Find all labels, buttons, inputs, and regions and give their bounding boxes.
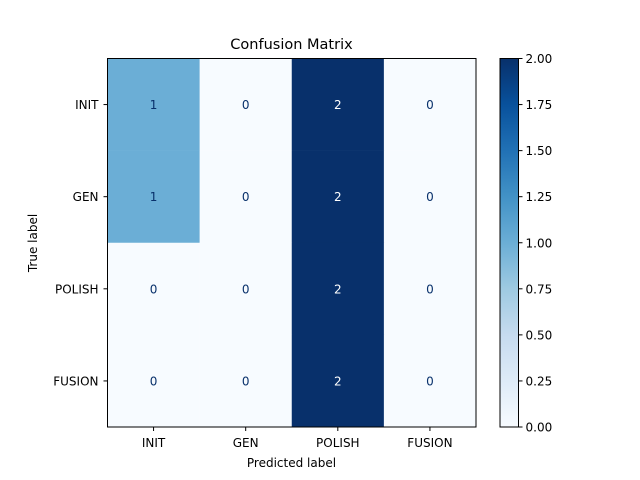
cell-value-label: 2 xyxy=(334,282,342,296)
heatmap-cell xyxy=(291,242,385,336)
heatmap-cell xyxy=(291,334,385,428)
colorbar-tick-label: 0.00 xyxy=(526,421,553,435)
y-tick-label: INIT xyxy=(75,98,99,112)
heatmap-cells xyxy=(107,58,477,428)
x-axis-ticks: INIT GEN POLISH FUSION xyxy=(142,427,453,450)
cell-value-label: 0 xyxy=(426,190,434,204)
x-tick-label: GEN xyxy=(233,436,259,450)
x-tick-label: POLISH xyxy=(316,436,360,450)
heatmap-cell xyxy=(291,58,385,151)
heatmap-cell xyxy=(383,334,477,428)
cell-value-labels: 1 0 2 0 1 0 2 0 0 0 2 0 0 0 2 0 xyxy=(150,98,434,388)
heatmap-cell xyxy=(291,150,385,244)
colorbar-tick-label: 2.00 xyxy=(526,52,553,66)
heatmap-cell xyxy=(199,58,293,151)
colorbar-tick-label: 1.00 xyxy=(526,236,553,250)
cell-value-label: 1 xyxy=(150,98,158,112)
colorbar-tick-label: 0.75 xyxy=(526,282,553,296)
heatmap-cell xyxy=(199,334,293,428)
heatmap-cell xyxy=(107,150,200,244)
cell-value-label: 2 xyxy=(334,374,342,388)
heatmap-cell xyxy=(383,242,477,336)
y-axis-ticks: INIT GEN POLISH FUSION xyxy=(53,98,108,388)
colorbar xyxy=(499,58,519,428)
plot-frame xyxy=(107,58,477,428)
cell-value-label: 1 xyxy=(150,190,158,204)
colorbar-ticks: 0.00 0.25 0.50 0.75 1.00 1.25 1.50 1.75 2.00 xyxy=(518,52,553,435)
chart-title: Confusion Matrix xyxy=(230,37,353,53)
x-axis-label: Predicted label xyxy=(247,456,336,470)
cell-value-label: 0 xyxy=(242,282,250,296)
cell-value-label: 2 xyxy=(334,190,342,204)
colorbar-tick-label: 1.25 xyxy=(526,190,553,204)
heatmap-cell xyxy=(107,334,200,428)
colorbar-tick-label: 0.50 xyxy=(526,328,553,342)
heatmap-cell xyxy=(383,150,477,244)
colorbar-tick-label: 1.75 xyxy=(526,98,553,112)
cell-value-label: 0 xyxy=(426,98,434,112)
heatmap-cell xyxy=(107,242,200,336)
cell-value-label: 0 xyxy=(426,282,434,296)
y-axis-label: True label xyxy=(26,214,40,273)
heatmap-cell xyxy=(107,58,200,151)
y-tick-label: GEN xyxy=(73,190,99,204)
colorbar-tick-label: 0.25 xyxy=(526,374,553,388)
cell-value-label: 0 xyxy=(426,374,434,388)
heatmap-cell xyxy=(199,242,293,336)
y-tick-label: POLISH xyxy=(55,282,99,296)
cell-value-label: 0 xyxy=(150,374,158,388)
cell-value-label: 0 xyxy=(242,374,250,388)
heatmap-cell xyxy=(199,150,293,244)
colorbar-tick-label: 1.50 xyxy=(526,144,553,158)
y-tick-label: FUSION xyxy=(53,374,98,388)
x-tick-label: INIT xyxy=(142,436,166,450)
heatmap-cell xyxy=(383,58,477,151)
cell-value-label: 2 xyxy=(334,98,342,112)
cell-value-label: 0 xyxy=(242,98,250,112)
x-tick-label: FUSION xyxy=(407,436,452,450)
cell-value-label: 0 xyxy=(242,190,250,204)
cell-value-label: 0 xyxy=(150,282,158,296)
